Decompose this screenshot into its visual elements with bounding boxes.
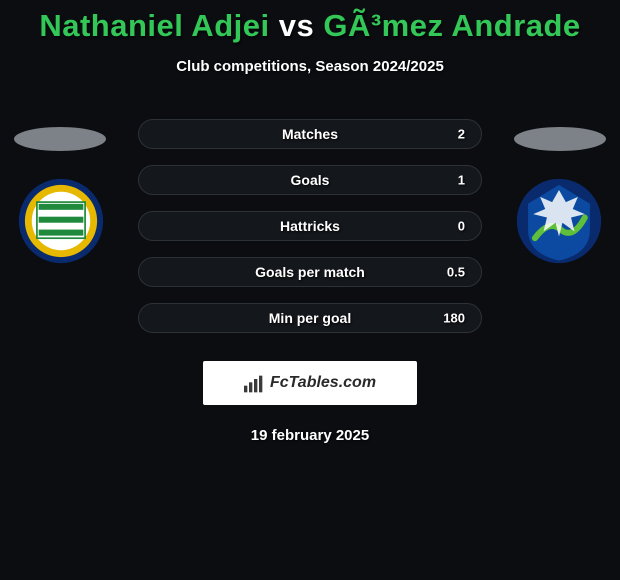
stat-label: Hattricks	[280, 218, 340, 234]
date-label: 19 february 2025	[0, 427, 620, 444]
bar-chart-icon	[244, 373, 264, 393]
stat-row: Min per goal 180	[0, 295, 620, 341]
stat-row: Goals per match 0.5	[0, 249, 620, 295]
stat-pill-matches: Matches 2	[138, 119, 482, 149]
stat-pill-goals: Goals 1	[138, 165, 482, 195]
stat-value: 0	[458, 219, 465, 234]
player1-name: Nathaniel Adjei	[39, 8, 269, 43]
stat-value: 2	[458, 127, 465, 142]
stat-row: Hattricks 0	[0, 203, 620, 249]
stat-value: 0.5	[447, 265, 465, 280]
stat-label: Goals	[291, 172, 330, 188]
stat-value: 1	[458, 173, 465, 188]
stat-pill-hattricks: Hattricks 0	[138, 211, 482, 241]
stat-label: Goals per match	[255, 264, 365, 280]
stat-label: Matches	[282, 126, 338, 142]
stat-label: Min per goal	[269, 310, 351, 326]
stat-pill-min-per-goal: Min per goal 180	[138, 303, 482, 333]
stat-pill-goals-per-match: Goals per match 0.5	[138, 257, 482, 287]
stat-row: Matches 2	[0, 111, 620, 157]
vs-text: vs	[279, 8, 314, 43]
stat-value: 180	[443, 311, 465, 326]
page-title: Nathaniel Adjei vs GÃ³mez Andrade	[0, 0, 620, 44]
stats-block: Matches 2 Goals 1 Hattricks 0 Goals per …	[0, 111, 620, 341]
fctables-badge: FcTables.com	[203, 361, 417, 405]
stat-row: Goals 1	[0, 157, 620, 203]
subtitle: Club competitions, Season 2024/2025	[0, 58, 620, 75]
player2-name: GÃ³mez Andrade	[323, 8, 580, 43]
fctables-label: FcTables.com	[270, 374, 376, 392]
